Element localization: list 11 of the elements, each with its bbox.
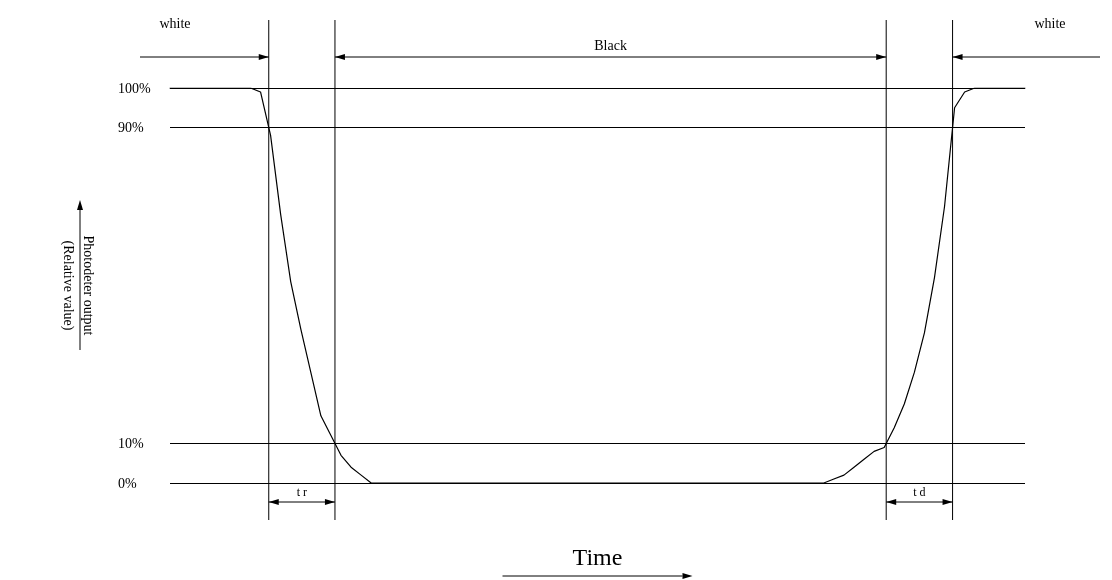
text: Black — [594, 37, 627, 53]
y-tick-label: 90% — [118, 120, 144, 135]
text: white — [159, 15, 191, 31]
text: t r — [296, 485, 308, 499]
y-tick-label: 0% — [118, 475, 137, 491]
y-axis-title: Photodeter output (Relative value) — [59, 235, 96, 336]
x-axis-title: Time — [572, 544, 623, 570]
text: white — [1034, 15, 1066, 31]
y-tick-label: 10% — [118, 436, 144, 451]
text: t d — [913, 485, 926, 499]
y-tick-label: 100% — [118, 80, 151, 96]
